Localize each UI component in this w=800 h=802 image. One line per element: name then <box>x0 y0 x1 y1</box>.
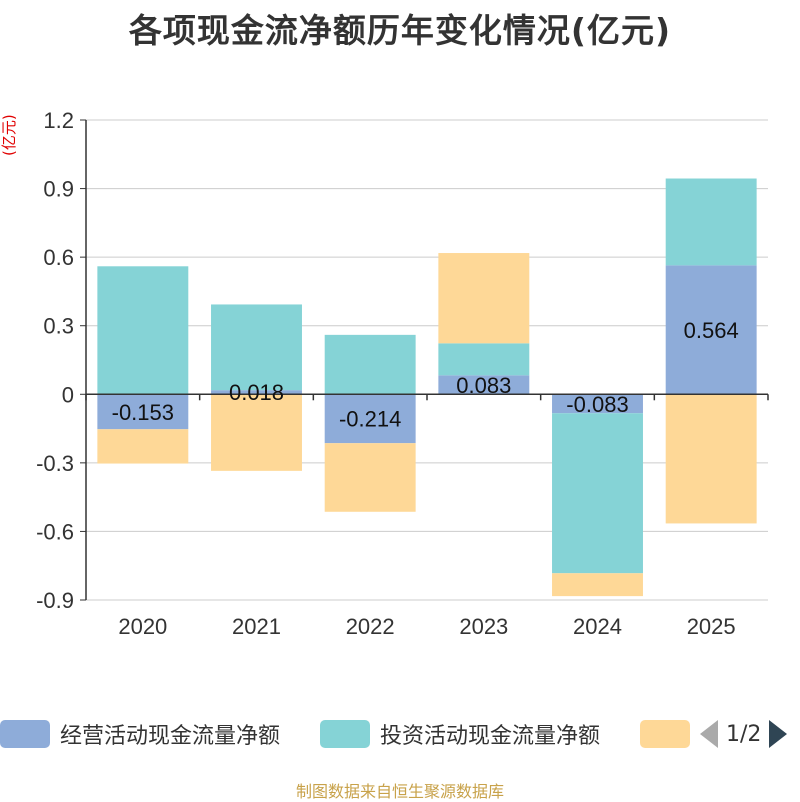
bar-2021-series-0[interactable] <box>211 390 302 395</box>
bar-2025-series-1[interactable] <box>665 178 757 266</box>
data-label-2020: -0.153 <box>112 400 174 425</box>
x-tick-label: 2020 <box>118 614 167 639</box>
legend-swatch-investing <box>320 720 370 748</box>
bar-2021-series-2[interactable] <box>211 394 302 471</box>
bar-2025-series-2[interactable] <box>665 394 757 524</box>
bar-2020-series-1[interactable] <box>97 266 189 395</box>
y-tick-label: -0.3 <box>36 451 74 476</box>
legend-item-operating[interactable]: 经营活动现金流量净额 <box>0 712 280 756</box>
legend-swatch-financing <box>640 720 690 748</box>
legend-label-investing: 投资活动现金流量净额 <box>380 724 601 749</box>
legend-page-indicator: 1/2 <box>726 721 762 747</box>
bar-2024-series-1[interactable] <box>552 413 643 574</box>
y-tick-label: 1.2 <box>43 108 74 133</box>
y-tick-label: 0 <box>62 382 74 407</box>
bar-2022-series-0[interactable] <box>324 394 416 444</box>
legend-item-financing[interactable] <box>640 712 690 756</box>
bar-2023-series-2[interactable] <box>438 253 530 344</box>
bar-2024-series-0[interactable] <box>552 394 643 414</box>
bar-2025-series-0[interactable] <box>665 265 757 395</box>
bar-2024-series-2[interactable] <box>552 573 643 597</box>
prev-page-icon[interactable] <box>700 720 718 748</box>
bar-2020-series-2[interactable] <box>97 429 189 464</box>
legend-pager: 1/2 <box>700 712 788 756</box>
y-tick-label: 0.9 <box>43 177 74 202</box>
legend-label-operating: 经营活动现金流量净额 <box>60 724 281 749</box>
legend: 经营活动现金流量净额 投资活动现金流量净额 <box>0 712 800 756</box>
x-tick-label: 2024 <box>573 614 622 639</box>
bar-2023-series-0[interactable] <box>438 375 530 395</box>
x-tick-label: 2023 <box>459 614 508 639</box>
x-tick-label: 2021 <box>232 614 281 639</box>
data-label-2024: -0.083 <box>566 392 628 417</box>
data-label-2023: 0.083 <box>456 373 511 398</box>
bar-2020-series-0[interactable] <box>97 394 189 430</box>
next-page-icon[interactable] <box>769 720 788 748</box>
legend-item-investing[interactable]: 投资活动现金流量净额 <box>320 712 600 756</box>
y-tick-label: -0.9 <box>36 588 74 613</box>
data-label-2025: 0.564 <box>684 318 739 343</box>
y-tick-label: 0.6 <box>43 245 74 270</box>
bar-2022-series-1[interactable] <box>324 334 416 395</box>
data-label-2022: -0.214 <box>339 407 401 432</box>
data-label-2021: 0.018 <box>229 380 284 405</box>
legend-swatch-operating <box>0 720 50 748</box>
bar-2023-series-1[interactable] <box>438 343 530 376</box>
x-tick-label: 2025 <box>687 614 736 639</box>
data-source-footer: 制图数据来自恒生聚源数据库 <box>295 782 504 801</box>
y-tick-label: -0.6 <box>36 519 74 544</box>
chart-title: 各项现金流净额历年变化情况(亿元) <box>128 11 672 50</box>
bar-2021-series-1[interactable] <box>211 304 302 391</box>
stacked-bar-chart: 1.2 0.9 0.6 0.3 0 -0.3 -0.6 -0.9 2020 2021 2022 202… <box>36 108 769 639</box>
x-tick-label: 2022 <box>346 614 395 639</box>
bar-2022-series-2[interactable] <box>324 443 416 512</box>
y-tick-label: 0.3 <box>43 314 74 339</box>
